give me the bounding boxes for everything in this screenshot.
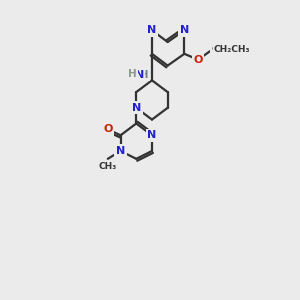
Text: N: N bbox=[135, 70, 144, 80]
Text: N: N bbox=[132, 103, 141, 113]
Text: N: N bbox=[147, 25, 157, 35]
Text: O: O bbox=[103, 124, 112, 134]
Text: O: O bbox=[194, 55, 203, 65]
Text: N: N bbox=[180, 25, 189, 35]
Text: N: N bbox=[147, 130, 157, 140]
Text: N: N bbox=[147, 130, 157, 140]
Text: CH₂CH₃: CH₂CH₃ bbox=[212, 45, 248, 54]
Text: N: N bbox=[180, 25, 189, 35]
Text: N: N bbox=[147, 25, 157, 35]
Text: CH₂CH₃: CH₂CH₃ bbox=[214, 45, 250, 54]
Text: O: O bbox=[194, 55, 203, 65]
Text: N: N bbox=[116, 146, 125, 156]
Text: CH₃: CH₃ bbox=[99, 162, 117, 171]
Text: NH: NH bbox=[131, 70, 149, 80]
Text: H: H bbox=[128, 69, 137, 80]
Text: N: N bbox=[132, 103, 141, 113]
Text: N: N bbox=[116, 146, 125, 156]
Text: O: O bbox=[103, 124, 112, 134]
